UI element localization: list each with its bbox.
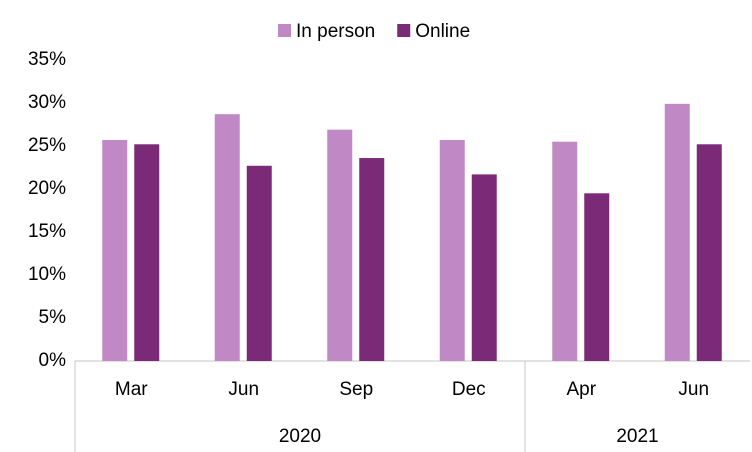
y-tick-label: 10% (28, 264, 66, 285)
bar (584, 193, 610, 361)
legend-label: Online (415, 21, 470, 42)
x-tick-label: Jun (228, 379, 259, 400)
bar (471, 174, 497, 361)
x-tick-label: Apr (566, 379, 596, 400)
bar (664, 103, 690, 362)
y-tick-label: 20% (28, 178, 66, 199)
legend-swatch (278, 24, 291, 37)
x-tick-label: Sep (339, 379, 373, 400)
group-label: 2021 (616, 426, 658, 447)
bar (439, 139, 465, 361)
bar (552, 141, 578, 361)
y-tick-label: 25% (28, 135, 66, 156)
y-tick-label: 5% (39, 307, 67, 328)
bar (246, 165, 272, 361)
group-label: 2020 (279, 426, 321, 447)
legend-label: In person (296, 21, 375, 42)
bar (102, 139, 128, 361)
x-tick-label: Dec (452, 379, 486, 400)
bar (696, 144, 722, 361)
x-tick-label: Jun (678, 379, 709, 400)
y-tick-label: 35% (28, 49, 66, 70)
x-tick-label: Mar (115, 379, 148, 400)
y-tick-label: 15% (28, 221, 66, 242)
legend-swatch (397, 24, 411, 37)
bar (134, 144, 160, 361)
y-tick-label: 30% (28, 92, 66, 113)
bar (214, 114, 240, 362)
bar (327, 129, 353, 361)
bar (359, 158, 385, 361)
y-tick-label: 0% (39, 350, 67, 371)
